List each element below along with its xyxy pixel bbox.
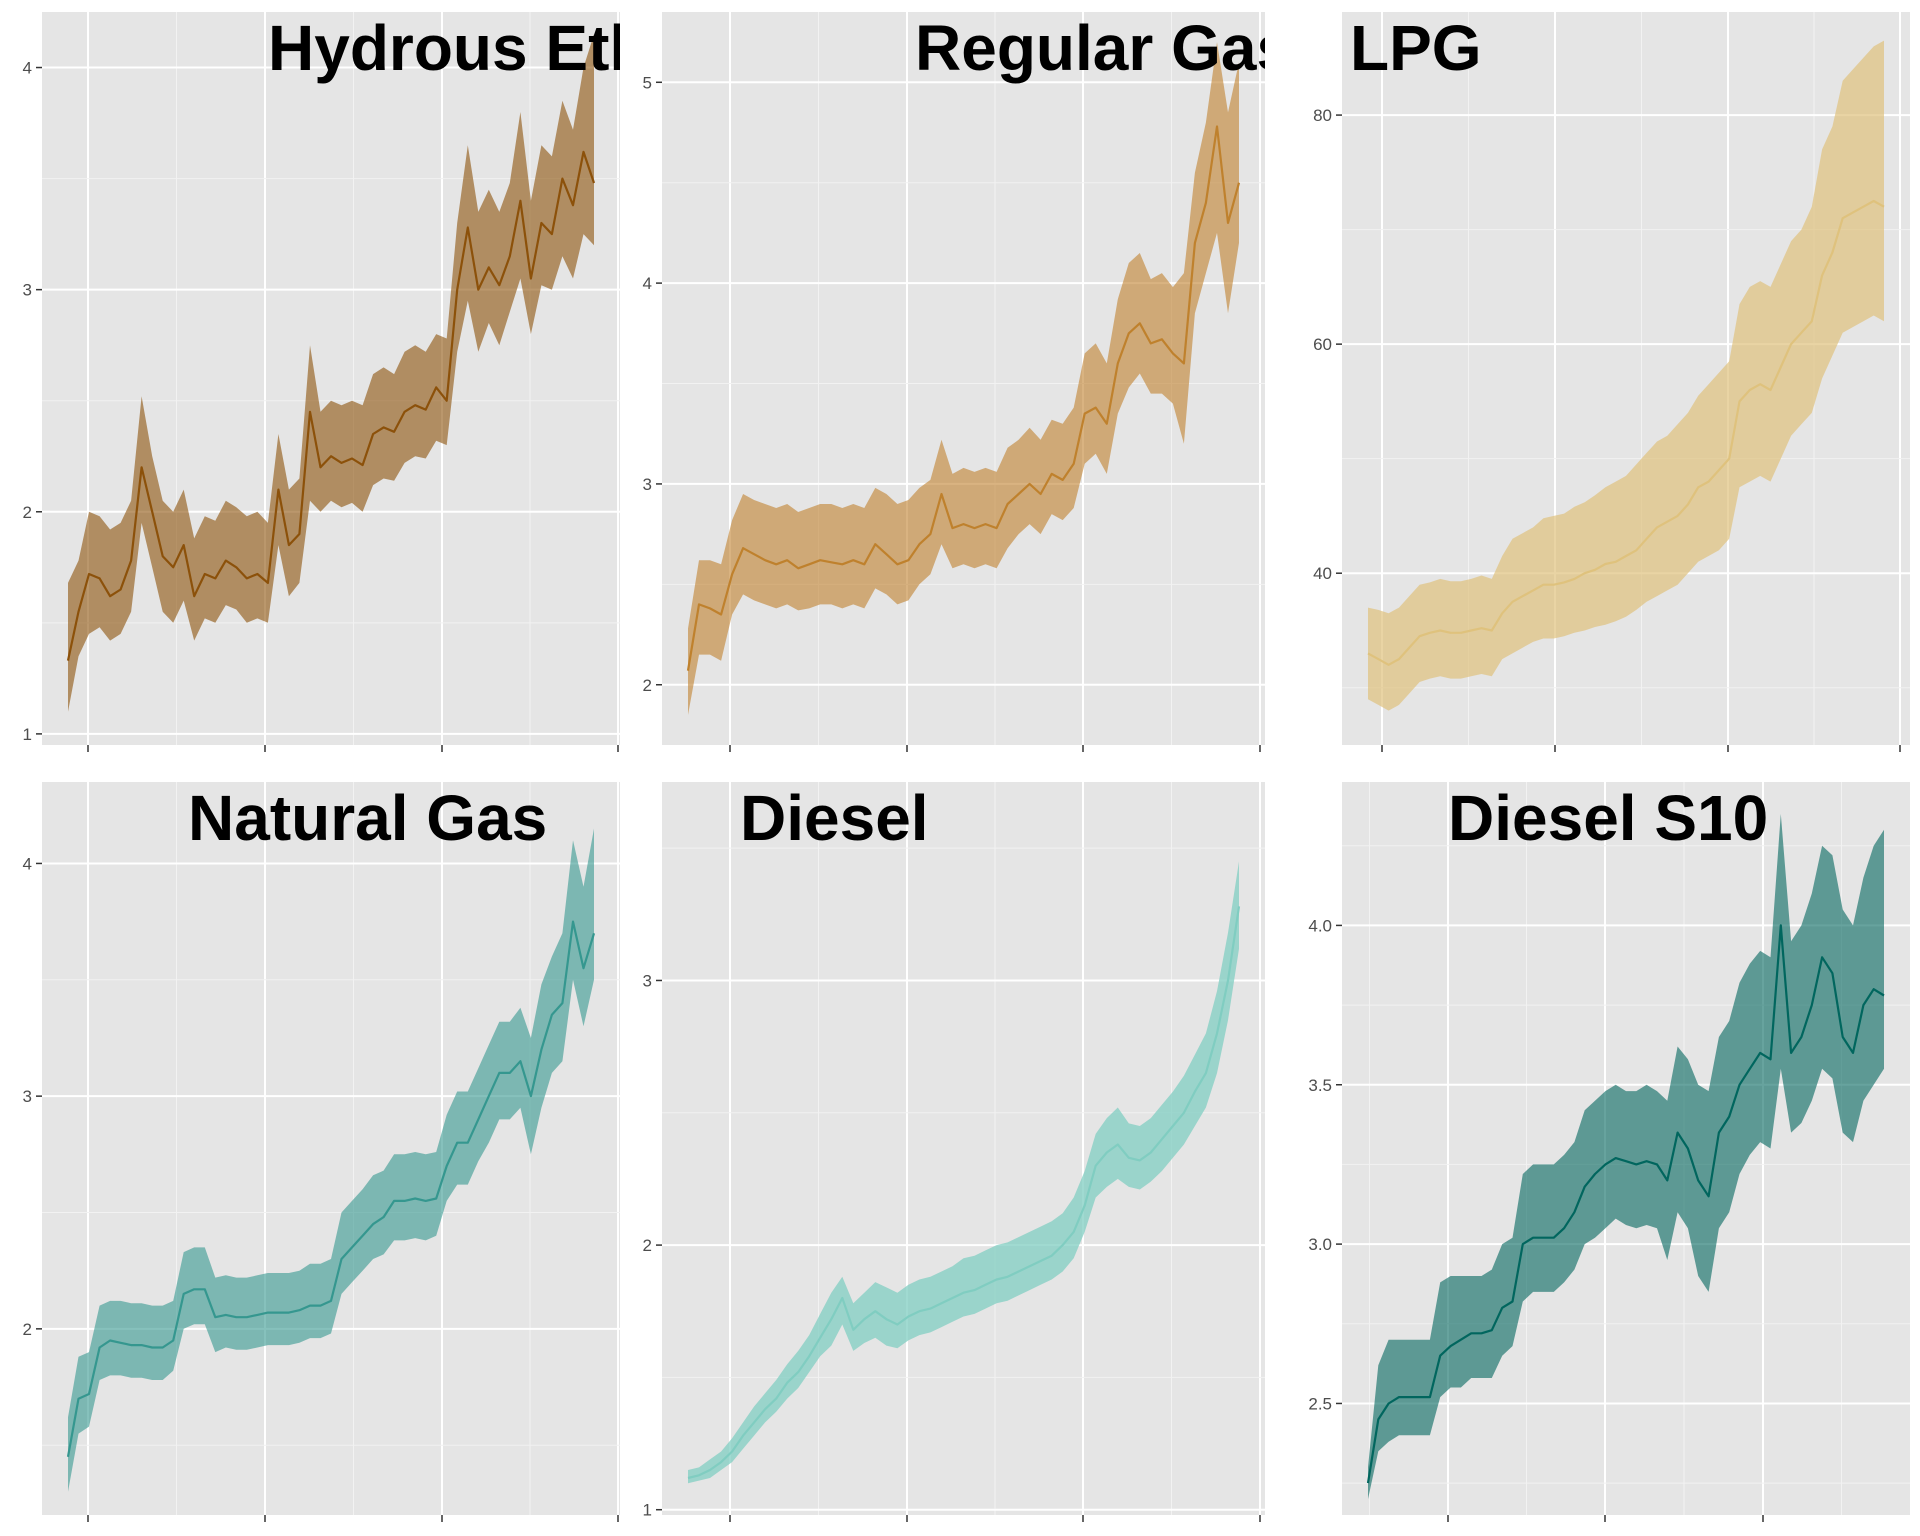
confidence-ribbon bbox=[1368, 40, 1884, 711]
y-tick-label: 4 bbox=[643, 274, 652, 293]
mean-price-line bbox=[686, 125, 1241, 671]
confidence-ribbon bbox=[1368, 813, 1884, 1500]
panel-title: Regular Gasoline bbox=[915, 12, 1441, 84]
y-tick-label: 3 bbox=[23, 281, 32, 300]
y-tick-label: 60 bbox=[1313, 335, 1332, 354]
panel-3: 40 60 80 LPG bbox=[1313, 12, 1910, 752]
y-tick-label: 2 bbox=[643, 1236, 652, 1255]
y-tick-label: 4 bbox=[23, 59, 32, 78]
panel-4: 2 3 4 Natural Gas bbox=[23, 782, 620, 1522]
panel-title: Hydrous Ethanol bbox=[268, 12, 780, 84]
y-tick-label: 2 bbox=[23, 1320, 32, 1339]
y-tick-label: 1 bbox=[23, 725, 32, 744]
mean-price-line bbox=[1367, 199, 1885, 666]
panel-title: Diesel S10 bbox=[1448, 782, 1768, 854]
y-tick-label: 4 bbox=[23, 854, 32, 873]
mean-price-line bbox=[687, 906, 1241, 1480]
y-tick-label: 3 bbox=[643, 971, 652, 990]
panel-title: Natural Gas bbox=[188, 782, 547, 854]
confidence-ribbon bbox=[688, 42, 1239, 715]
y-tick-label: 5 bbox=[643, 73, 652, 92]
y-tick-label: 2.5 bbox=[1308, 1394, 1332, 1413]
y-tick-label: 40 bbox=[1313, 564, 1332, 583]
y-tick-label: 4.0 bbox=[1308, 916, 1332, 935]
panel-1: 1 2 3 4 Hydrous Ethanol bbox=[23, 12, 780, 752]
y-tick-label: 3 bbox=[643, 475, 652, 494]
plot-area bbox=[687, 861, 1241, 1484]
panel-background bbox=[42, 12, 620, 745]
plot-area bbox=[686, 42, 1241, 715]
plot-area bbox=[66, 34, 596, 712]
panel-title: LPG bbox=[1350, 12, 1482, 84]
panel-background bbox=[42, 782, 620, 1515]
mean-price-line bbox=[66, 150, 596, 661]
mean-price-line bbox=[1366, 924, 1885, 1484]
panel-2: 2 3 4 5 Regular Gasoline bbox=[643, 12, 1441, 752]
y-tick-label: 3 bbox=[23, 1087, 32, 1106]
y-tick-label: 80 bbox=[1313, 106, 1332, 125]
mean-price-line bbox=[66, 920, 596, 1457]
y-tick-label: 3.5 bbox=[1308, 1076, 1332, 1095]
confidence-ribbon bbox=[68, 34, 594, 712]
plot-area bbox=[1366, 813, 1885, 1500]
panel-6: 2.5 3.0 3.5 4.0 Diesel S10 bbox=[1308, 782, 1910, 1522]
plot-area bbox=[1367, 40, 1885, 711]
y-tick-label: 2 bbox=[643, 676, 652, 695]
plot-area bbox=[66, 828, 596, 1492]
panel-title: Diesel bbox=[740, 782, 929, 854]
y-tick-label: 3.0 bbox=[1308, 1235, 1332, 1254]
y-tick-label: 1 bbox=[643, 1501, 652, 1520]
panel-5: 1 2 3 Diesel bbox=[643, 782, 1265, 1522]
y-tick-label: 2 bbox=[23, 503, 32, 522]
